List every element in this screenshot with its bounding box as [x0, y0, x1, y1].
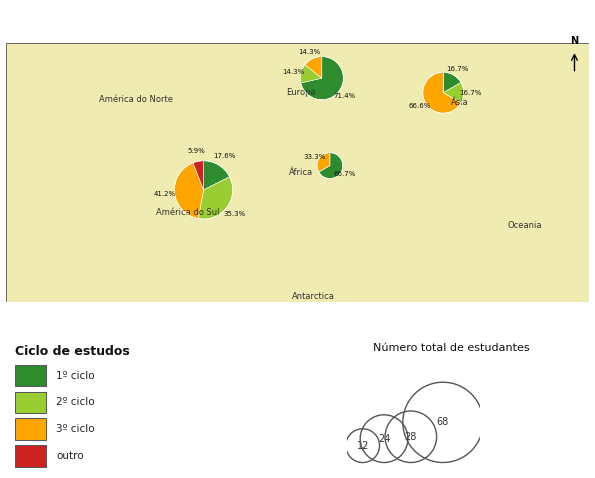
Text: 33.3%: 33.3%: [303, 154, 326, 160]
Text: N: N: [571, 36, 578, 46]
Bar: [15, 391, 46, 413]
Wedge shape: [443, 83, 464, 103]
Wedge shape: [203, 161, 230, 190]
Wedge shape: [305, 56, 322, 78]
Text: América do Sul: América do Sul: [156, 208, 219, 217]
Text: outro: outro: [56, 451, 83, 461]
Bar: [15, 365, 46, 386]
Text: 16.7%: 16.7%: [460, 90, 482, 96]
Text: 16.7%: 16.7%: [446, 66, 468, 72]
Text: Ásia: Ásia: [450, 98, 468, 107]
Text: África: África: [289, 168, 313, 176]
Text: 2º ciclo: 2º ciclo: [56, 397, 95, 407]
Wedge shape: [174, 163, 203, 218]
Text: 24: 24: [378, 434, 390, 444]
Text: 71.4%: 71.4%: [334, 93, 356, 99]
Text: 66.7%: 66.7%: [334, 172, 356, 177]
Wedge shape: [300, 65, 322, 83]
Text: 28: 28: [405, 432, 417, 442]
Wedge shape: [198, 177, 233, 219]
Text: Número total de estudantes: Número total de estudantes: [374, 343, 530, 353]
Text: Antarctica: Antarctica: [292, 293, 335, 301]
Text: 68: 68: [437, 417, 449, 427]
Bar: [15, 418, 46, 440]
Text: 1º ciclo: 1º ciclo: [56, 370, 95, 380]
Text: 66.6%: 66.6%: [408, 103, 431, 109]
Text: 35.3%: 35.3%: [224, 210, 246, 217]
Wedge shape: [319, 152, 343, 179]
Text: Oceania: Oceania: [507, 221, 541, 230]
Text: 14.3%: 14.3%: [282, 69, 305, 75]
Text: América do Norte: América do Norte: [99, 95, 173, 104]
Bar: [15, 445, 46, 467]
Text: Ciclo de estudos: Ciclo de estudos: [15, 345, 130, 358]
Text: 5.9%: 5.9%: [187, 148, 205, 154]
Text: 3º ciclo: 3º ciclo: [56, 424, 95, 434]
Wedge shape: [423, 72, 461, 113]
Wedge shape: [193, 161, 203, 190]
Text: 14.3%: 14.3%: [298, 49, 320, 55]
Text: 12: 12: [356, 441, 369, 451]
Wedge shape: [317, 152, 330, 172]
Text: 41.2%: 41.2%: [154, 191, 176, 196]
Wedge shape: [443, 72, 461, 93]
Text: 17.6%: 17.6%: [213, 153, 236, 159]
Text: Europa: Europa: [286, 88, 315, 97]
Wedge shape: [300, 56, 343, 100]
